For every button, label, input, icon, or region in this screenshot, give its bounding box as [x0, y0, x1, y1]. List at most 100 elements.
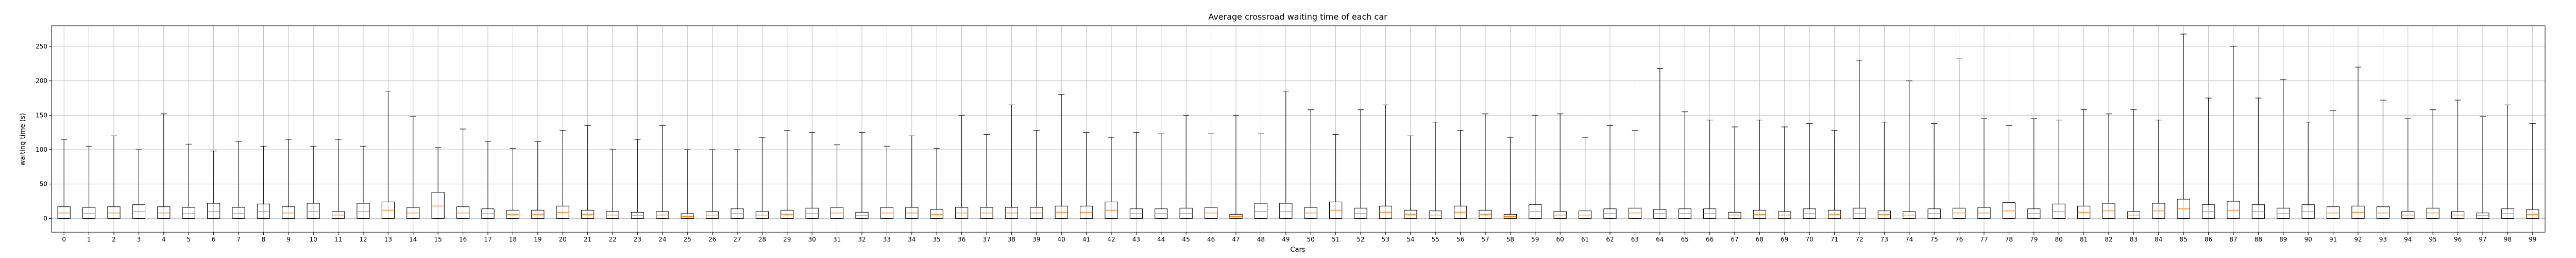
box-75: [1927, 123, 1941, 219]
x-tick-label: 32: [858, 236, 866, 243]
box-63: [1628, 130, 1642, 219]
x-tick-label: 27: [733, 236, 741, 243]
y-tick-label: 200: [36, 77, 47, 85]
x-tick-label: 97: [2479, 236, 2486, 243]
x-tick-label: 31: [833, 236, 841, 243]
chart-title: Average crossroad waiting time of each c…: [1208, 12, 1387, 22]
x-tick-label: 85: [2180, 236, 2188, 243]
y-axis-ticks: 0 50 100 150 200 250: [36, 43, 52, 222]
x-tick-label: 21: [584, 236, 591, 243]
box-53: [1379, 104, 1393, 219]
x-tick-label: 62: [1606, 236, 1614, 243]
iqr-box: [1653, 209, 1667, 219]
x-tick-label: 83: [2130, 236, 2138, 243]
box-32: [855, 132, 869, 219]
box-97: [2476, 116, 2489, 219]
x-tick-label: 77: [1980, 236, 1988, 243]
y-tick-label: 50: [40, 181, 47, 188]
iqr-box: [107, 206, 121, 219]
box-30: [805, 132, 819, 219]
x-tick-label: 74: [1905, 236, 1913, 243]
x-tick-label: 79: [2030, 236, 2038, 243]
iqr-box: [232, 207, 245, 219]
iqr-box: [357, 203, 370, 219]
iqr-box: [1728, 212, 1741, 219]
x-tick-label: 81: [2080, 236, 2088, 243]
boxes-layer: [57, 34, 2539, 219]
box-27: [731, 149, 744, 219]
x-tick-label: 3: [137, 236, 141, 243]
box-44: [1155, 133, 1168, 219]
box-62: [1603, 125, 1617, 219]
box-86: [2202, 98, 2215, 219]
box-47: [1229, 115, 1243, 219]
x-tick-label: 16: [459, 236, 467, 243]
box-91: [2327, 110, 2340, 219]
x-tick-label: 90: [2304, 236, 2312, 243]
iqr-box: [1877, 211, 1891, 219]
iqr-box: [157, 206, 171, 219]
box-46: [1205, 133, 1218, 219]
x-tick-label: 6: [212, 236, 216, 243]
x-tick-label: 39: [1032, 236, 1040, 243]
box-81: [2077, 109, 2091, 219]
box-18: [506, 148, 519, 219]
iqr-box: [681, 213, 694, 219]
iqr-box: [57, 206, 71, 219]
x-tick-label: 18: [509, 236, 517, 243]
box-4: [157, 114, 171, 219]
iqr-box: [2002, 202, 2016, 219]
x-tick-label: 91: [2329, 236, 2337, 243]
box-79: [2027, 118, 2041, 219]
box-96: [2451, 100, 2465, 219]
box-22: [606, 149, 619, 219]
box-65: [1678, 111, 1691, 219]
x-tick-label: 28: [758, 236, 766, 243]
iqr-box: [2376, 206, 2389, 219]
box-74: [1903, 80, 1916, 219]
x-axis-label: Cars: [1290, 246, 1305, 254]
iqr-box: [1853, 207, 1866, 219]
x-tick-label: 44: [1157, 236, 1165, 243]
iqr-box: [1354, 207, 1367, 219]
box-84: [2152, 120, 2165, 219]
x-tick-label: 11: [334, 236, 342, 243]
iqr-box: [1579, 211, 1592, 219]
x-axis-ticks: 0 1 2 3 4 5 6 7 8 9 10 11 12 13 14 15 16 17 18 19 20 21 22 23 24…: [62, 232, 2536, 243]
box-94: [2401, 118, 2415, 219]
x-tick-label: 12: [359, 236, 367, 243]
box-7: [232, 141, 245, 219]
box-31: [831, 144, 844, 219]
box-41: [1080, 132, 1093, 219]
plot-frame: [51, 25, 2546, 233]
box-49: [1279, 91, 1293, 219]
x-tick-label: 47: [1232, 236, 1240, 243]
x-tick-label: 65: [1681, 236, 1689, 243]
y-tick-label: 100: [36, 146, 47, 153]
box-34: [905, 135, 919, 219]
box-67: [1728, 126, 1741, 219]
box-37: [980, 134, 993, 219]
x-tick-label: 78: [2005, 236, 2013, 243]
box-23: [631, 139, 645, 219]
iqr-box: [1429, 211, 1442, 219]
iqr-box: [631, 212, 645, 219]
box-13: [381, 91, 395, 219]
box-12: [357, 146, 370, 219]
x-tick-label: 71: [1831, 236, 1838, 243]
iqr-box: [2426, 207, 2439, 219]
x-tick-label: 92: [2354, 236, 2362, 243]
x-tick-label: 1: [87, 236, 91, 243]
box-36: [955, 115, 969, 219]
y-tick-label: 0: [43, 215, 47, 222]
box-78: [2002, 125, 2016, 219]
x-tick-label: 5: [187, 236, 191, 243]
box-50: [1304, 109, 1317, 219]
x-tick-label: 70: [1806, 236, 1814, 243]
y-tick-label: 250: [36, 43, 47, 50]
box-77: [1977, 118, 1991, 219]
x-tick-label: 58: [1506, 236, 1514, 243]
x-tick-label: 80: [2055, 236, 2063, 243]
iqr-box: [805, 207, 819, 219]
